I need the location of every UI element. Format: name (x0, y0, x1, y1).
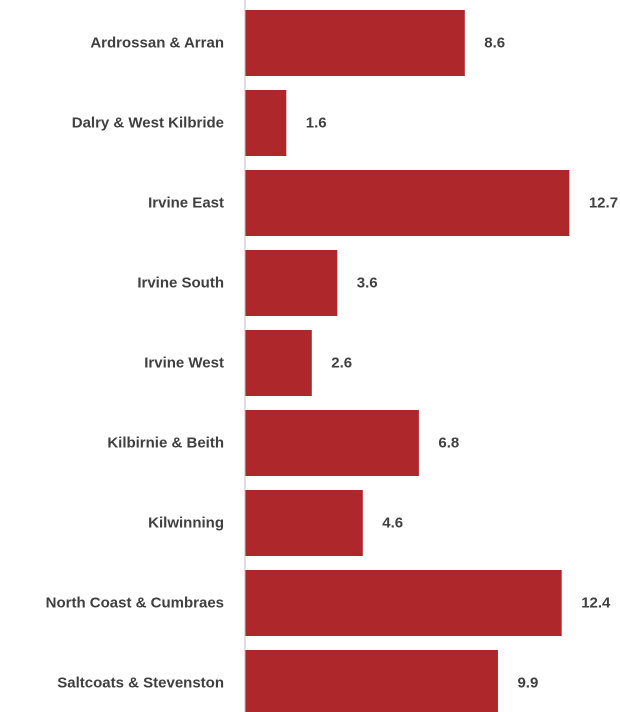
bar-7 (245, 570, 562, 636)
category-label: North Coast & Cumbraes (46, 595, 224, 612)
value-label: 6.8 (438, 435, 459, 452)
value-label: 12.4 (581, 595, 611, 612)
bar-3 (245, 250, 338, 316)
category-label: Kilwinning (148, 515, 224, 532)
value-labels-group: 8.6 1.6 12.7 3.6 2.6 6.8 4.6 12.4 9.9 (306, 35, 618, 692)
category-label: Ardrossan & Arran (90, 35, 224, 52)
category-label: Saltcoats & Stevenston (57, 675, 224, 692)
value-label: 2.6 (331, 355, 352, 372)
bar-0 (245, 10, 465, 76)
category-labels-group: Ardrossan & Arran Dalry & West Kilbride Ir… (46, 35, 224, 692)
bar-8 (245, 650, 498, 712)
value-label: 8.6 (484, 35, 505, 52)
value-label: 9.9 (517, 675, 538, 692)
value-label: 4.6 (382, 515, 403, 532)
value-label: 1.6 (306, 115, 327, 132)
bar-4 (245, 330, 312, 396)
category-label: Dalry & West Kilbride (72, 115, 224, 132)
category-label: Irvine South (137, 275, 224, 292)
bar-2 (245, 170, 570, 236)
category-label: Irvine East (148, 195, 224, 212)
category-label: Irvine West (144, 355, 224, 372)
category-label: Kilbirnie & Beith (107, 435, 224, 452)
bar-1 (245, 90, 287, 156)
bar-5 (245, 410, 419, 476)
value-label: 12.7 (589, 195, 618, 212)
bar-6 (245, 490, 363, 556)
bars-group (245, 10, 570, 712)
value-label: 3.6 (357, 275, 378, 292)
